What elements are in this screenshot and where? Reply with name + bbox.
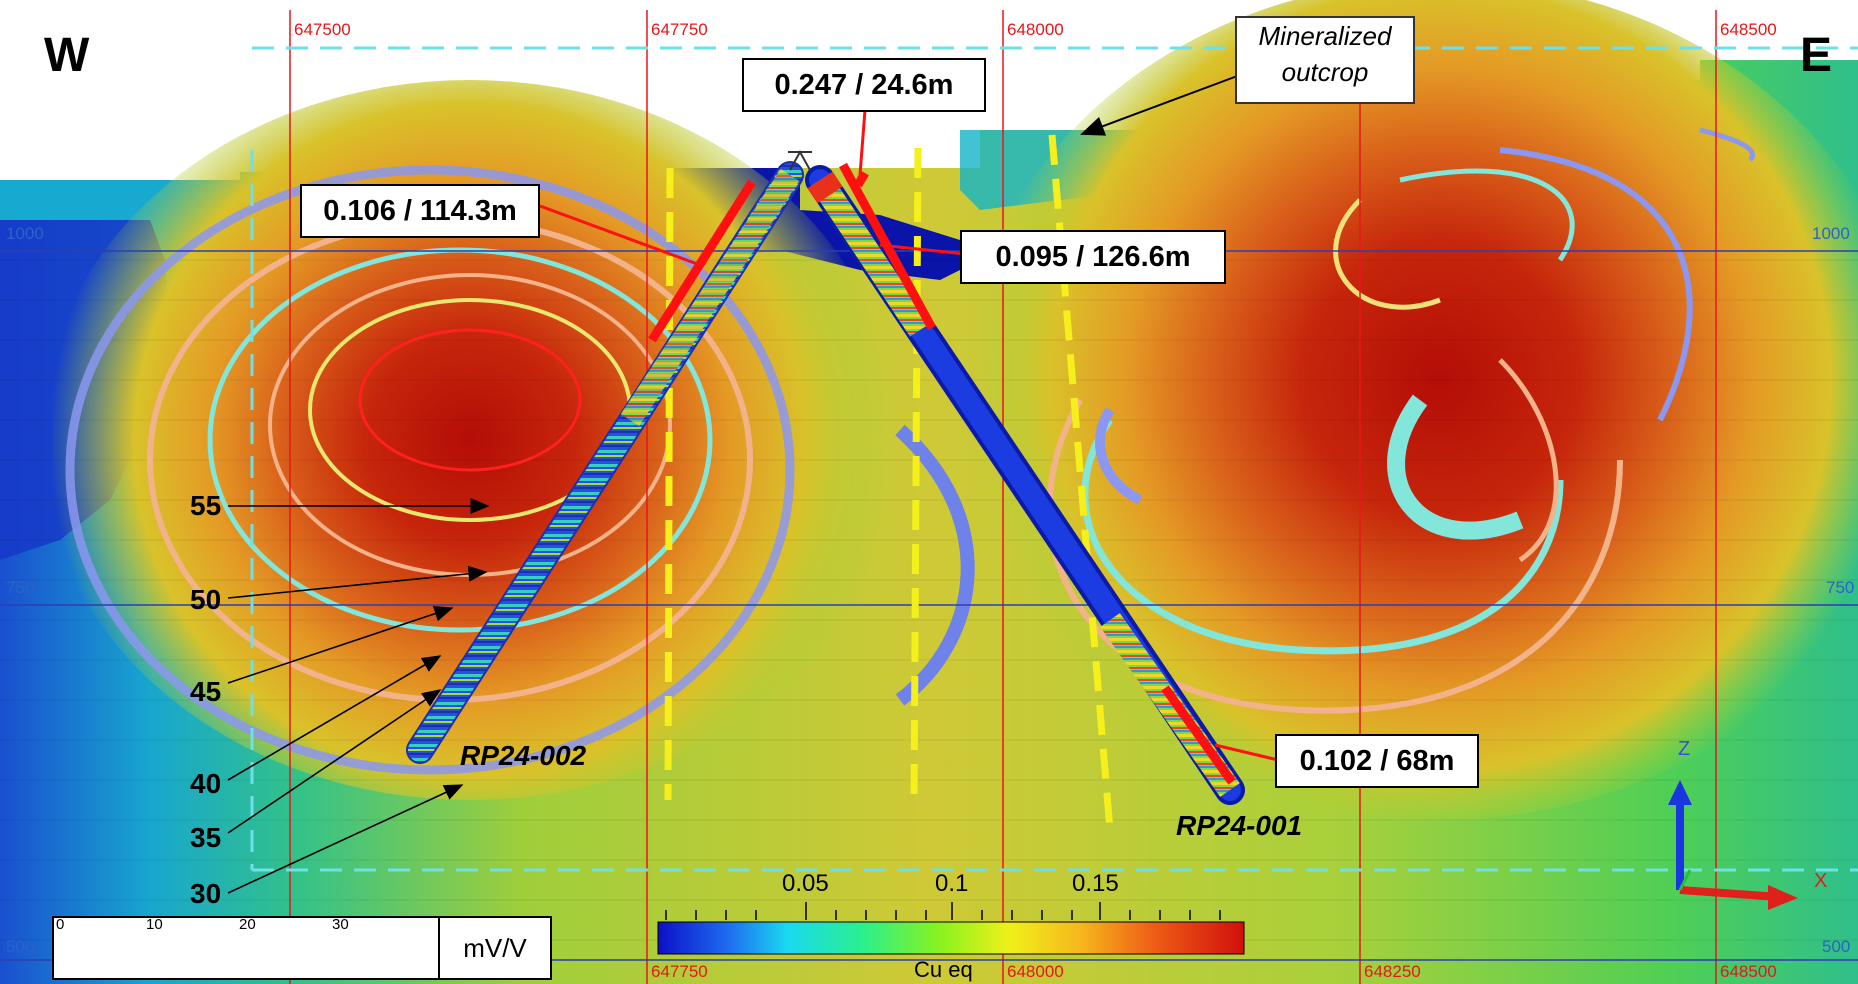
easting-label: 648000 — [1007, 962, 1064, 981]
contour-label: 30 — [190, 878, 222, 909]
cu-legend-label: Cu eq — [914, 957, 973, 982]
hole-label-rp24-002: RP24-002 — [460, 740, 587, 771]
chargeability-unit: mV/V — [438, 916, 552, 980]
mv-tick-10: 10 — [146, 916, 163, 933]
easting-label: 648500 — [1720, 962, 1777, 981]
easting-label: 647500 — [294, 20, 351, 39]
intercept-callout: 0.106 / 114.3m — [300, 184, 540, 238]
cu-color-ramp — [657, 921, 1245, 955]
elevation-label: 750 — [6, 578, 35, 597]
contour-label: 50 — [190, 584, 222, 615]
west-label: W — [44, 29, 90, 82]
mv-tick-20: 20 — [239, 916, 256, 933]
outcrop-arrow — [1080, 74, 1241, 136]
contour-arrows — [227, 498, 490, 894]
collar-marker — [788, 149, 812, 171]
mv-tick-30: 30 — [332, 916, 349, 933]
cu-tick-01: 0.1 — [935, 870, 969, 897]
mv-tick-0: 0 — [56, 916, 65, 933]
hole-label-rp24-001: RP24-001 — [1176, 810, 1303, 841]
contour-label: 45 — [190, 676, 222, 707]
outcrop-line-1: Mineralized — [1258, 21, 1392, 51]
contour-label: 55 — [190, 490, 222, 521]
easting-label: 648000 — [1007, 20, 1064, 39]
elevation-label: 1000 — [1812, 224, 1850, 243]
outcrop-callout: Mineralized outcrop — [1235, 16, 1415, 104]
intercept-callout: 0.247 / 24.6m — [742, 58, 986, 112]
cu-tick-015: 0.15 — [1072, 870, 1119, 897]
contour-label: 35 — [190, 822, 222, 853]
intercept-callout: 0.102 / 68m — [1275, 734, 1479, 788]
elevation-label: 750 — [1826, 578, 1855, 597]
easting-label: 647750 — [651, 962, 708, 981]
chargeability-legend — [52, 916, 442, 980]
easting-label: 648500 — [1720, 20, 1777, 39]
drillhole-rp24-002 — [406, 161, 804, 764]
outcrop-line-2: outcrop — [1281, 57, 1369, 87]
easting-grid — [289, 10, 1717, 984]
drillhole-rp24-001 — [805, 165, 1245, 805]
easting-label: 648250 — [1364, 962, 1421, 981]
elevation-label: 500 — [6, 937, 35, 956]
cu-ramp-ticks — [665, 902, 1221, 920]
axis-x-label: X — [1814, 870, 1828, 892]
intercept-callout: 0.095 / 126.6m — [960, 230, 1226, 284]
axis-z-label: Z — [1678, 738, 1691, 760]
elevation-label: 500 — [1822, 937, 1851, 956]
east-label: E — [1800, 29, 1833, 82]
cu-tick-005: 0.05 — [782, 870, 829, 897]
elevation-label: 1000 — [6, 224, 44, 243]
contour-label: 40 — [190, 768, 222, 799]
axes-triad — [1668, 780, 1798, 910]
callout-leaders — [539, 109, 1279, 762]
easting-label: 647750 — [651, 20, 708, 39]
section-boundary — [250, 46, 1858, 872]
